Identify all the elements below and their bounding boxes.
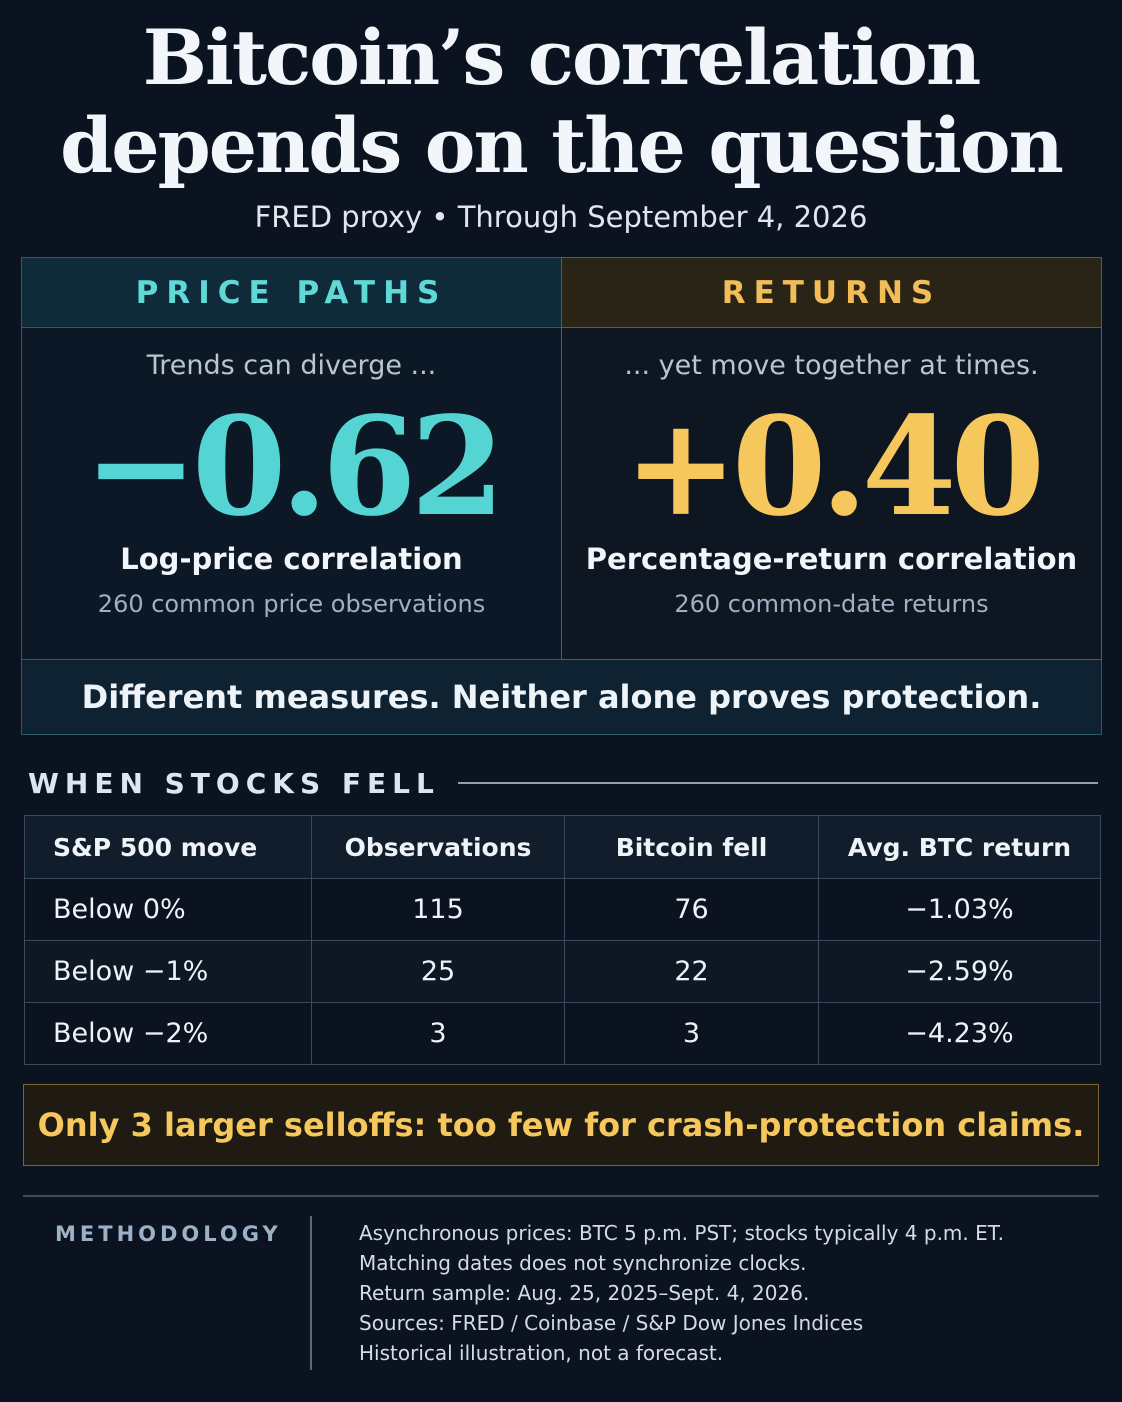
section-divider — [457, 782, 1098, 784]
returns-value: +0.40 — [623, 387, 1045, 547]
table-header-row: S&P 500 move Observations Bitcoin fell A… — [24, 815, 1101, 879]
price-paths-observations: 260 common price observations — [97, 590, 486, 618]
section-title: WHEN STOCKS FELL — [28, 766, 440, 800]
selloff-callout: Only 3 larger selloffs: too few for cras… — [23, 1084, 1099, 1166]
table-row: Below 0% 115 76 −1.03% — [24, 878, 1101, 941]
table-cell: 22 — [564, 940, 819, 1003]
stocks-fell-table: S&P 500 move Observations Bitcoin fell A… — [24, 815, 1101, 1065]
table-cell: Below −2% — [24, 1002, 312, 1065]
methodology-line: Asynchronous prices: BTC 5 p.m. PST; sto… — [359, 1221, 1004, 1245]
column-header: Observations — [311, 815, 565, 879]
table-cell: −4.23% — [818, 1002, 1101, 1065]
returns-lead: ... yet move together at times. — [624, 350, 1039, 381]
price-paths-lead: Trends can diverge ... — [146, 350, 437, 381]
returns-card: RETURNS ... yet move together at times. … — [561, 257, 1102, 660]
methodology-line: Return sample: Aug. 25, 2025–Sept. 4, 20… — [359, 1281, 810, 1305]
title-line-1: Bitcoin’s correlation — [142, 13, 981, 102]
column-header: S&P 500 move — [24, 815, 312, 879]
table-cell: 3 — [564, 1002, 819, 1065]
methodology-label: METHODOLOGY — [55, 1222, 282, 1246]
measures-banner: Different measures. Neither alone proves… — [21, 660, 1102, 735]
table-cell: 115 — [311, 878, 565, 941]
table-cell: 76 — [564, 878, 819, 941]
table-cell: Below −1% — [24, 940, 312, 1003]
returns-heading: RETURNS — [562, 258, 1101, 328]
correlation-cards: PRICE PATHS Trends can diverge ... −0.62… — [21, 257, 1102, 735]
methodology-line: Sources: FRED / Coinbase / S&P Dow Jones… — [359, 1311, 864, 1335]
table-cell: 3 — [311, 1002, 565, 1065]
price-paths-heading: PRICE PATHS — [22, 258, 561, 328]
price-paths-card: PRICE PATHS Trends can diverge ... −0.62… — [21, 257, 562, 660]
price-paths-metric: Log-price correlation — [120, 542, 463, 576]
subtitle: FRED proxy • Through September 4, 2026 — [254, 200, 868, 234]
page-title: Bitcoin’s correlation depends on the que… — [0, 14, 1122, 190]
table-row: Below −2% 3 3 −4.23% — [24, 1002, 1101, 1065]
footer-divider — [23, 1195, 1099, 1197]
table-cell: 25 — [311, 940, 565, 1003]
returns-observations: 260 common-date returns — [674, 590, 989, 618]
table-cell: −2.59% — [818, 940, 1101, 1003]
table-row: Below −1% 25 22 −2.59% — [24, 940, 1101, 1003]
returns-metric: Percentage-return correlation — [585, 542, 1078, 576]
column-header: Avg. BTC return — [818, 815, 1101, 879]
methodology-notes: Asynchronous prices: BTC 5 p.m. PST; sto… — [359, 1218, 1004, 1368]
price-paths-value: −0.62 — [83, 387, 505, 547]
title-line-2: depends on the question — [60, 101, 1064, 190]
methodology-line: Matching dates does not synchronize cloc… — [359, 1251, 807, 1275]
methodology-line: Historical illustration, not a forecast. — [359, 1341, 724, 1365]
section-header: WHEN STOCKS FELL — [28, 763, 1098, 803]
table-cell: Below 0% — [24, 878, 312, 941]
column-header: Bitcoin fell — [564, 815, 819, 879]
table-cell: −1.03% — [818, 878, 1101, 941]
methodology-divider — [310, 1216, 312, 1370]
